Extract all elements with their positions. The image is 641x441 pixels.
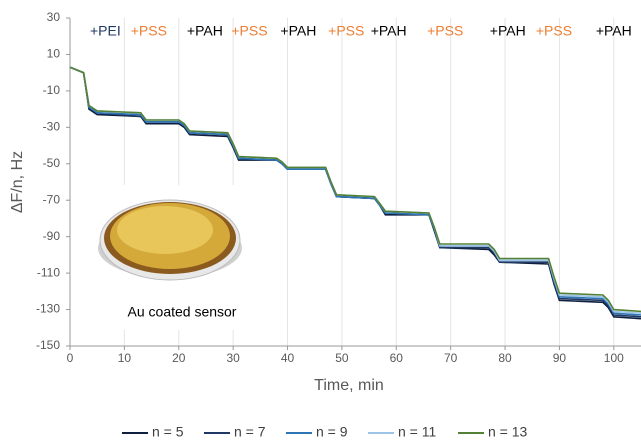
x-tick-label: 80: [498, 351, 512, 365]
x-tick-label: 0: [67, 351, 74, 365]
chart: Au coated sensor Time, min ΔF/n, Hz 0 10 2…: [0, 0, 641, 441]
annotation: +PSS: [427, 23, 463, 39]
annotation: +PSS: [231, 23, 267, 39]
y-tick-label: -30: [43, 120, 61, 134]
annotation: +PAH: [596, 23, 632, 39]
x-tick-label: 90: [553, 351, 567, 365]
y-tick-label: -110: [37, 265, 60, 279]
legend-label: n = 7: [234, 424, 266, 440]
x-tick-label: 30: [226, 351, 240, 365]
y-axis-label: ΔF/n, Hz: [9, 151, 26, 213]
y-tick-label: -150: [36, 338, 60, 352]
annotation: +PSS: [536, 23, 572, 39]
y-tick-label: -70: [43, 192, 61, 206]
x-tick-label: 20: [172, 351, 186, 365]
y-tick-label: -130: [36, 302, 60, 316]
annotation: +PAH: [280, 23, 316, 39]
annotation: +PSS: [131, 23, 167, 39]
annotation: +PAH: [371, 23, 407, 39]
x-tick-label: 50: [335, 351, 349, 365]
sensor-highlight: [117, 206, 213, 254]
y-tick-label: 10: [47, 47, 61, 61]
x-tick-label: 70: [444, 351, 458, 365]
x-tick-label: 40: [281, 351, 295, 365]
y-tick-label: -50: [43, 156, 61, 170]
x-tick-label: 100: [604, 351, 624, 365]
legend-label: n = 5: [152, 424, 184, 440]
x-axis-label: Time, min: [314, 377, 384, 394]
y-tick-label: 30: [47, 10, 61, 24]
y-tick-label: -10: [43, 83, 61, 97]
sensor-inset: Au coated sensor: [88, 185, 253, 330]
legend-label: n = 11: [398, 424, 436, 440]
legend-label: n = 13: [488, 424, 528, 440]
inset-label: Au coated sensor: [128, 304, 237, 320]
y-tick-label: -90: [43, 229, 61, 243]
annotation: +PAH: [490, 23, 526, 39]
x-tick-label: 10: [118, 351, 132, 365]
annotation: +PAH: [187, 23, 223, 39]
annotation: +PEI: [90, 23, 121, 39]
legend-label: n = 9: [316, 424, 348, 440]
annotation: +PSS: [328, 23, 364, 39]
x-tick-label: 60: [390, 351, 404, 365]
